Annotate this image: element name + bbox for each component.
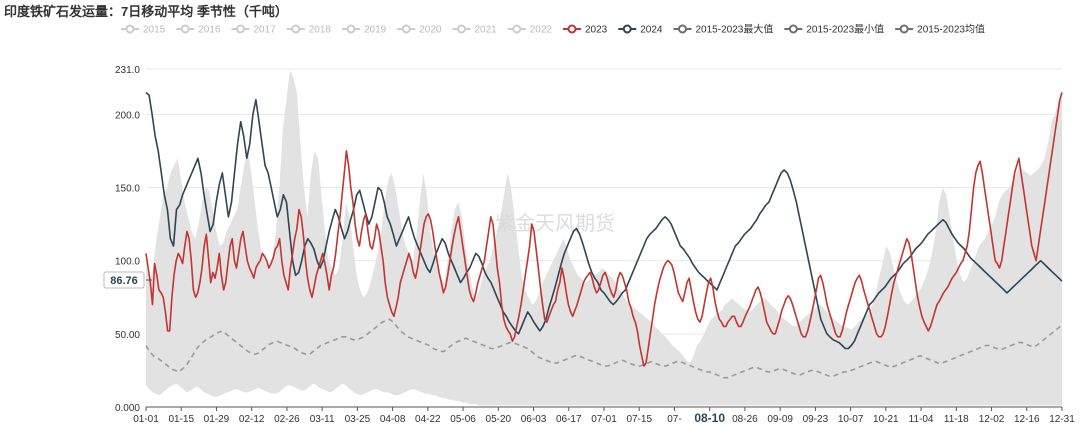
legend: 2015 2016 2017 2018 2019 2020 2021 2022 2023 2024… bbox=[121, 23, 985, 36]
legend-marker-dot bbox=[236, 24, 245, 34]
legend-item-2023[interactable]: 2023 bbox=[563, 24, 608, 36]
x-tick-label-21: 10-21 bbox=[873, 414, 899, 425]
y-tick-label-2: 100.0 bbox=[115, 257, 140, 268]
legend-label: 2022 bbox=[530, 25, 553, 36]
legend-label: 2016 bbox=[198, 25, 221, 36]
max-min-band bbox=[146, 70, 1062, 406]
x-axis: 01-01 01-15 01-29 02-12 02-26 03-11 03-25 04-08… bbox=[133, 406, 1075, 425]
y-axis-pointer: 86.76 bbox=[103, 271, 152, 289]
x-tick-label-25: 12-16 bbox=[1014, 414, 1040, 425]
x-tick-label-14: 07-15 bbox=[626, 414, 652, 425]
legend-label: 2015-2023最大值 bbox=[696, 23, 774, 36]
x-tick-label-8: 04-22 bbox=[415, 414, 441, 425]
x-tick-label-20: 10-07 bbox=[838, 414, 864, 425]
legend-marker-dot bbox=[567, 24, 577, 34]
legend-marker-dot bbox=[401, 24, 411, 34]
x-tick-label-1: 01-15 bbox=[168, 414, 194, 425]
x-tick-label-6: 03-25 bbox=[345, 414, 371, 425]
legend-label: 2023 bbox=[585, 25, 608, 36]
x-tick-label-15: 07- bbox=[667, 414, 681, 425]
y-tick-label-3: 150.0 bbox=[115, 184, 140, 195]
x-tick-label-17: 08-26 bbox=[732, 414, 758, 425]
legend-label: 2015 bbox=[143, 25, 166, 36]
x-tick-label-16: 08-10 bbox=[694, 411, 725, 425]
legend-item-2017[interactable]: 2017 bbox=[231, 24, 277, 36]
legend-marker-dot bbox=[622, 24, 632, 34]
x-tick-label-13: 07-01 bbox=[591, 414, 617, 425]
legend-item-2020[interactable]: 2020 bbox=[397, 24, 442, 36]
legend-marker-dot bbox=[899, 24, 909, 34]
legend-marker-dot bbox=[512, 24, 522, 34]
x-tick-label-26: 12-31 bbox=[1049, 414, 1075, 425]
legend-item-2015-2023最小值[interactable]: 2015-2023最小值 bbox=[784, 23, 884, 36]
legend-item-2015-2023最大值[interactable]: 2015-2023最大值 bbox=[673, 23, 774, 36]
legend-label: 2018 bbox=[309, 25, 332, 36]
series-line-avg bbox=[145, 318, 1063, 379]
series-line-2024 bbox=[145, 91, 1063, 350]
legend-item-2015-2023均值[interactable]: 2015-2023均值 bbox=[895, 23, 985, 36]
legend-label: 2024 bbox=[640, 25, 663, 36]
series-line-2023 bbox=[145, 92, 1063, 367]
legend-item-2024[interactable]: 2024 bbox=[618, 24, 663, 36]
legend-marker-dot bbox=[180, 24, 190, 34]
x-tick-label-18: 09-09 bbox=[767, 414, 793, 425]
legend-marker-dot bbox=[291, 24, 301, 34]
x-tick-label-22: 11-04 bbox=[909, 414, 934, 425]
x-tick-label-23: 11-18 bbox=[944, 414, 969, 425]
watermark: 紫金天风期货 bbox=[495, 212, 615, 235]
series-lines bbox=[145, 91, 1063, 379]
x-tick-label-7: 04-08 bbox=[380, 414, 406, 425]
legend-label: 2020 bbox=[419, 25, 442, 36]
x-tick-label-0: 01-01 bbox=[133, 414, 159, 425]
legend-item-2015[interactable]: 2015 bbox=[121, 24, 166, 36]
legend-item-2022[interactable]: 2022 bbox=[507, 24, 553, 36]
x-tick-label-3: 02-12 bbox=[239, 414, 265, 425]
legend-marker-dot bbox=[125, 24, 135, 34]
legend-marker-dot bbox=[457, 24, 466, 34]
x-tick-label-24: 12-02 bbox=[979, 414, 1005, 425]
legend-item-2021[interactable]: 2021 bbox=[452, 24, 498, 36]
y-tick-label-5: 231.0 bbox=[115, 65, 140, 76]
legend-marker-dot bbox=[678, 24, 687, 34]
x-tick-label-9: 05-06 bbox=[450, 414, 476, 425]
series-band-max-min bbox=[146, 70, 1062, 406]
legend-item-2016[interactable]: 2016 bbox=[176, 24, 221, 36]
legend-marker-dot bbox=[346, 24, 356, 34]
legend-item-2018[interactable]: 2018 bbox=[286, 24, 332, 36]
x-tick-label-5: 03-11 bbox=[310, 414, 335, 425]
x-tick-label-11: 06-03 bbox=[521, 414, 547, 425]
legend-item-2019[interactable]: 2019 bbox=[342, 24, 387, 36]
x-tick-label-4: 02-26 bbox=[274, 414, 300, 425]
legend-label: 2015-2023最小值 bbox=[806, 23, 884, 36]
x-tick-label-10: 05-20 bbox=[486, 414, 512, 425]
legend-label: 2021 bbox=[475, 25, 498, 36]
y-pointer-box bbox=[103, 271, 145, 289]
legend-label: 2017 bbox=[254, 25, 277, 36]
y-pointer-label: 86.76 bbox=[110, 275, 138, 287]
y-axis: 0.000 50.00 100.0 150.0 200.0 231.0 bbox=[115, 65, 140, 414]
legend-marker-dot bbox=[788, 24, 798, 34]
legend-label: 2019 bbox=[364, 25, 387, 36]
x-tick-label-2: 01-29 bbox=[204, 414, 230, 425]
legend-label: 2015-2023均值 bbox=[917, 23, 985, 36]
x-tick-label-19: 09-23 bbox=[803, 414, 829, 425]
chart-title: 印度铁矿石发运量：7日移动平均 季节性（千吨） bbox=[4, 4, 288, 19]
y-tick-label-4: 200.0 bbox=[115, 110, 140, 121]
x-tick-label-12: 06-17 bbox=[556, 414, 582, 425]
y-tick-label-0: 0.000 bbox=[115, 403, 140, 414]
y-tick-label-1: 50.00 bbox=[115, 330, 140, 341]
